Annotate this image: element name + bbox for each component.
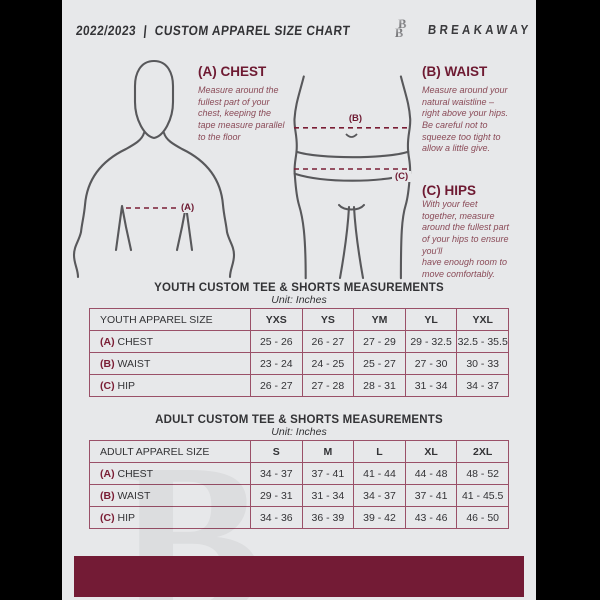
svg-text:B: B xyxy=(395,26,404,40)
